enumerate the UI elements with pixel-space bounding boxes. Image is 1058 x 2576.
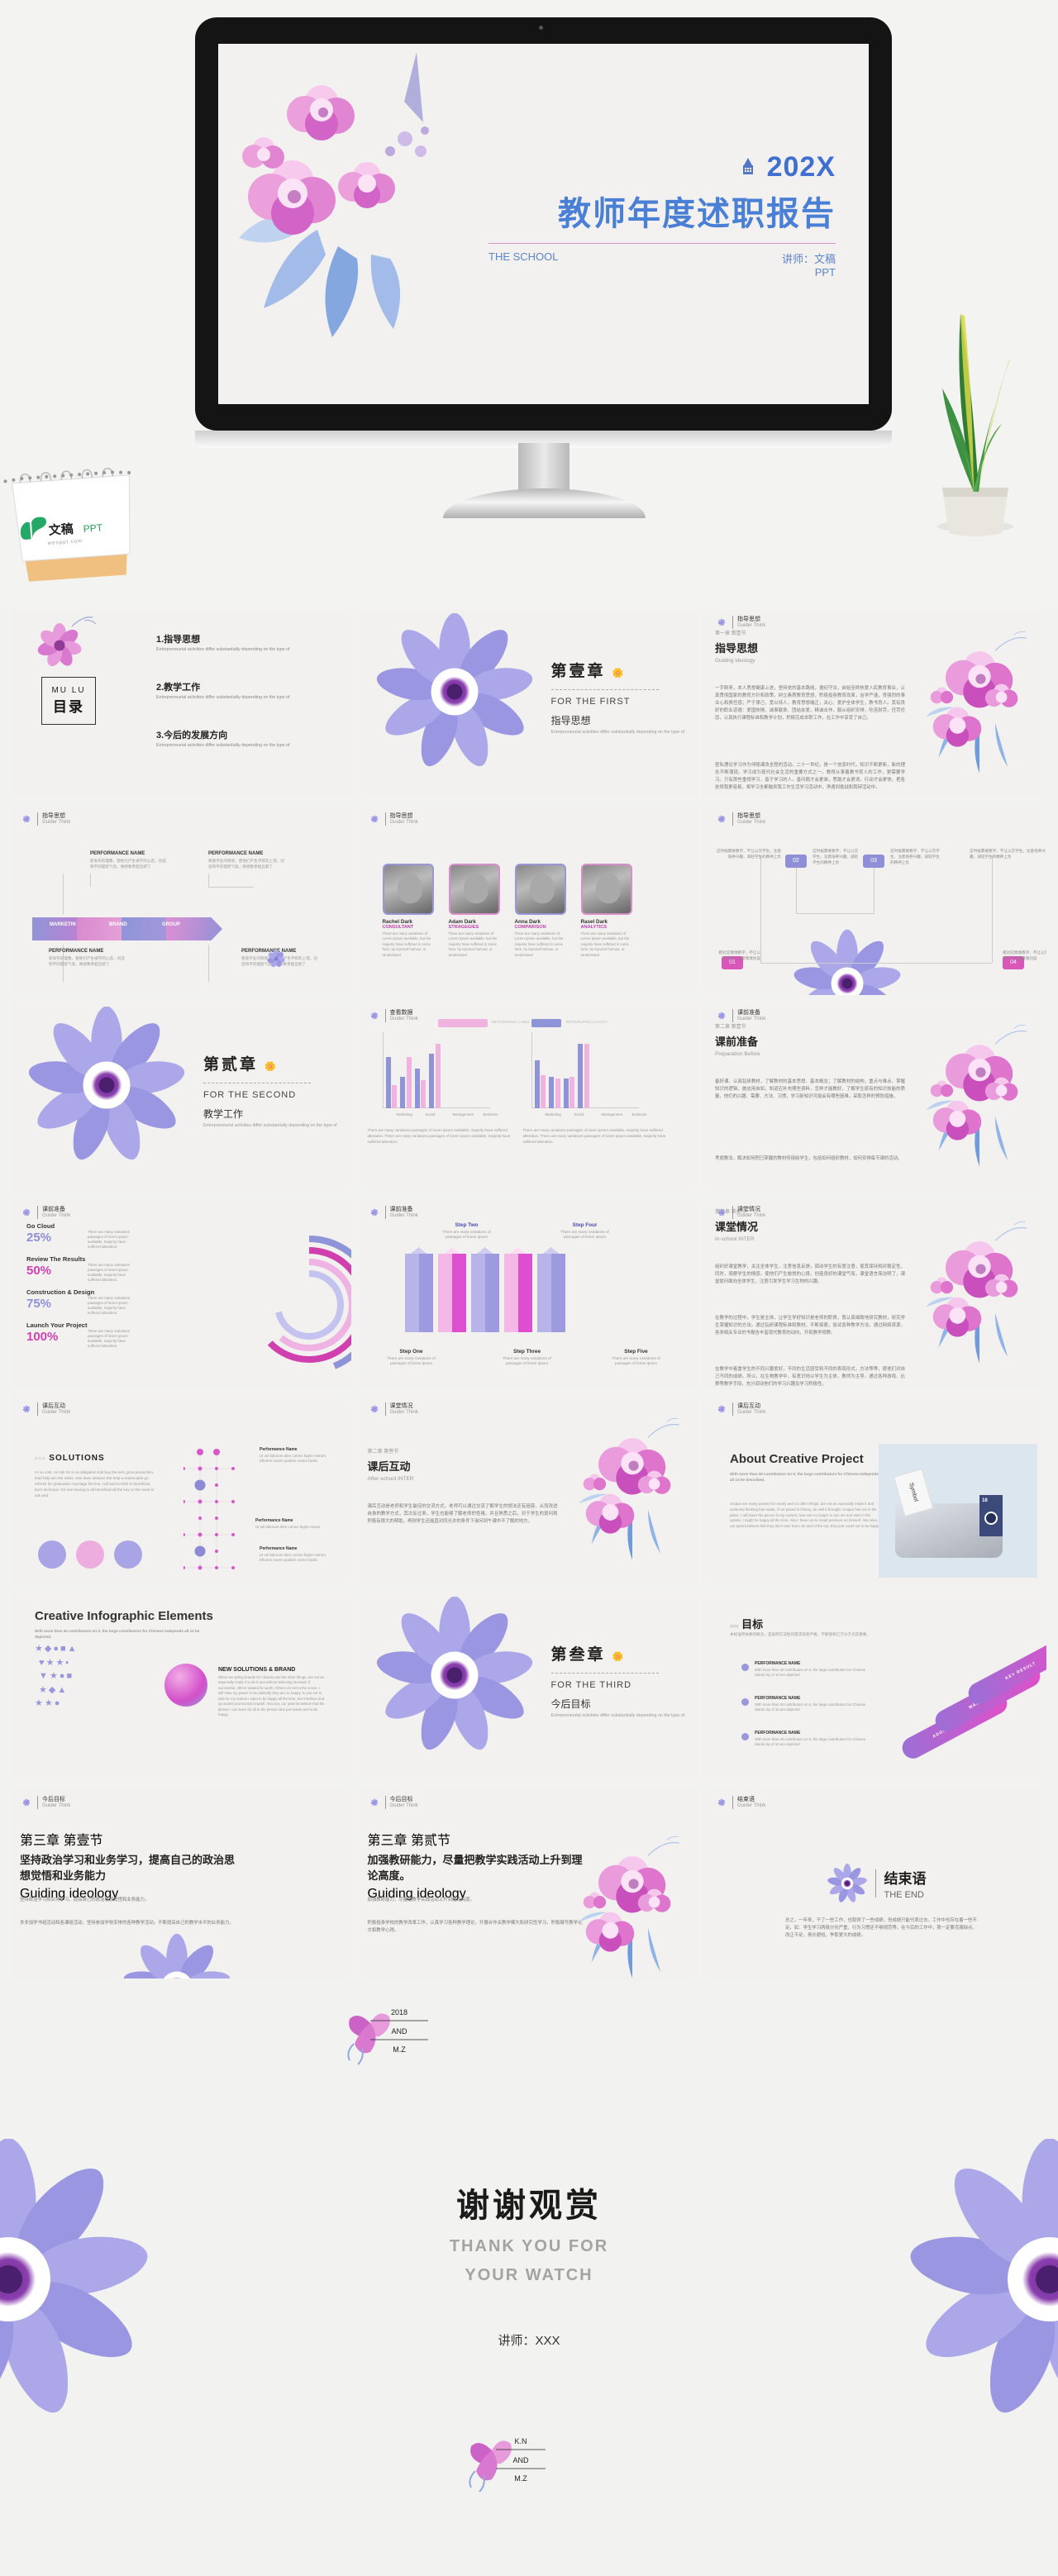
svg-text:2018: 2018 xyxy=(391,2008,407,2017)
svg-text:K.N: K.N xyxy=(514,2437,527,2445)
svg-text:M.Z: M.Z xyxy=(393,2045,406,2054)
svg-text:AND: AND xyxy=(391,2027,407,2036)
svg-text:PPT: PPT xyxy=(83,521,103,535)
svg-text:AND: AND xyxy=(512,2456,529,2464)
svg-text:文稿: 文稿 xyxy=(48,521,74,538)
svg-text:M.Z: M.Z xyxy=(514,2474,527,2483)
